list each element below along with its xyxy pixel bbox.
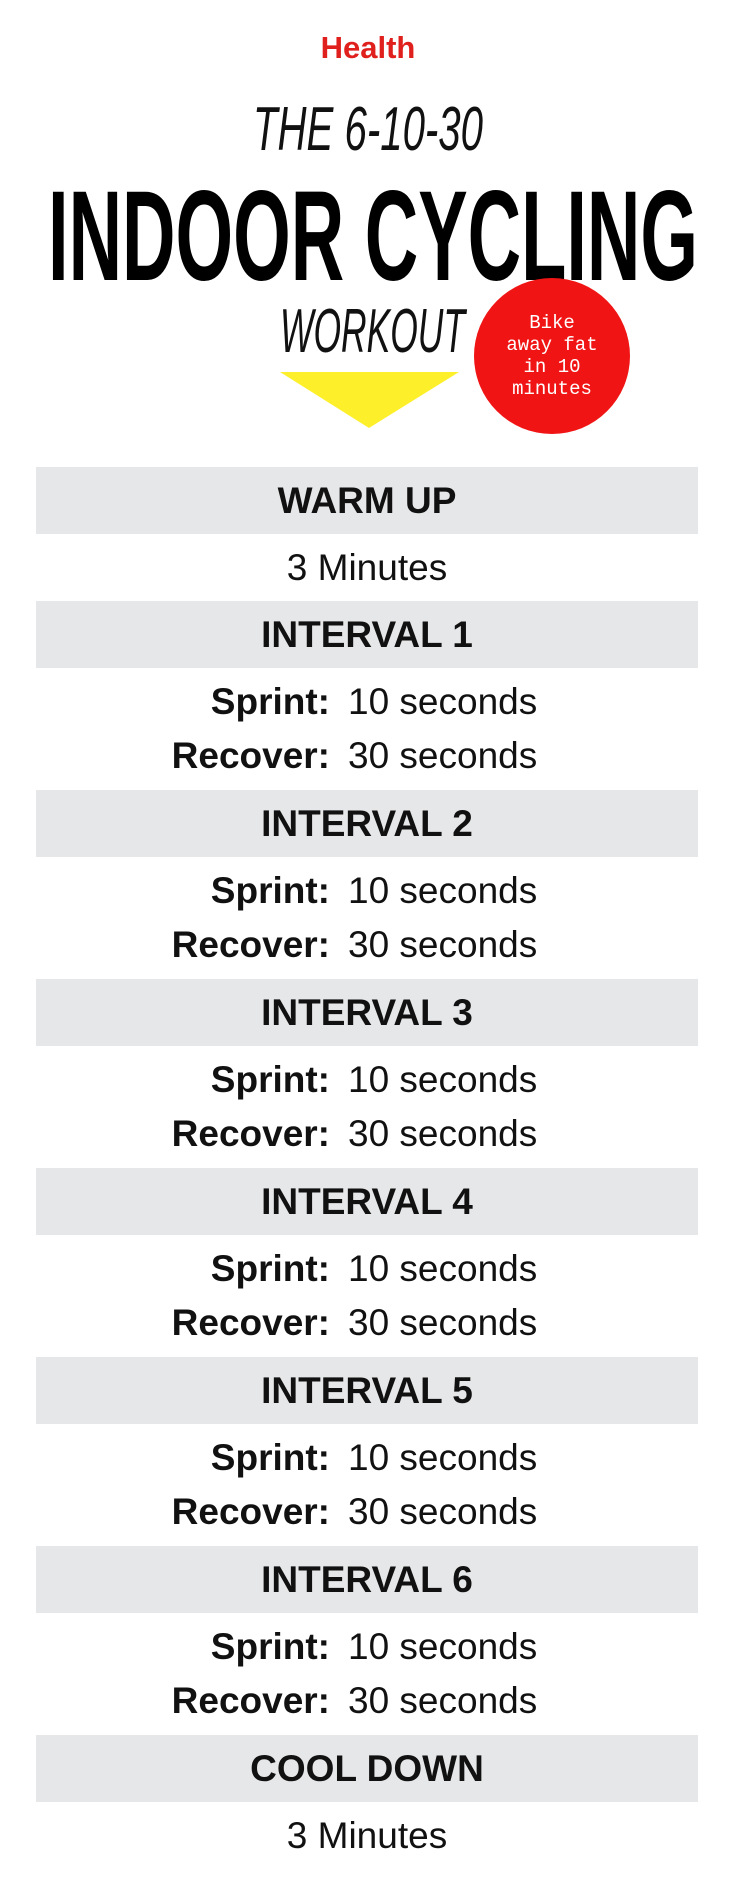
step: Sprint: 10 seconds <box>36 864 698 918</box>
step: Recover: 30 seconds <box>36 729 698 783</box>
step-duration: 10 seconds <box>348 870 538 911</box>
section-body: Sprint: 10 seconds Recover: 30 seconds <box>36 1424 698 1546</box>
step-label: Sprint: <box>210 1059 330 1100</box>
brand: Health <box>321 30 416 65</box>
section-heading: INTERVAL 1 <box>36 601 698 668</box>
step-label: Sprint: <box>210 1248 330 1289</box>
step-duration: 10 seconds <box>348 1059 538 1100</box>
step-duration: 10 seconds <box>348 1437 538 1478</box>
duration: 3 Minutes <box>286 1814 448 1856</box>
step-duration: 30 seconds <box>348 1491 538 1532</box>
section-body: Sprint: 10 seconds Recover: 30 seconds <box>36 668 698 790</box>
step-duration: 30 seconds <box>348 1302 538 1343</box>
section-body: Sprint: 10 seconds Recover: 30 seconds <box>36 1613 698 1735</box>
title-bottom: WORKOUT <box>280 297 467 366</box>
section-heading: COOL DOWN <box>36 1735 698 1802</box>
step-duration: 30 seconds <box>348 1113 538 1154</box>
section-heading: INTERVAL 2 <box>36 790 698 857</box>
badge-line: away fat <box>506 334 597 356</box>
step-duration: 30 seconds <box>348 735 538 776</box>
header: Health THE 6-10-30 INDOOR CYCLING WORKOU… <box>48 30 698 434</box>
badge-line: minutes <box>512 378 592 400</box>
badge-line: in 10 <box>523 356 580 378</box>
step-label: Recover: <box>171 924 330 965</box>
step-label: Recover: <box>171 1302 330 1343</box>
step-duration: 10 seconds <box>348 1248 538 1289</box>
step-label: Recover: <box>171 1113 330 1154</box>
step-duration: 10 seconds <box>348 681 538 722</box>
title-top: THE 6-10-30 <box>253 95 483 164</box>
title-main: INDOOR CYCLING <box>48 165 698 308</box>
step-label: Sprint: <box>210 1437 330 1478</box>
step: Recover: 30 seconds <box>36 918 698 972</box>
step-duration: 10 seconds <box>348 1626 538 1667</box>
step-duration: 30 seconds <box>348 1680 538 1721</box>
section-heading: INTERVAL 3 <box>36 979 698 1046</box>
step: Sprint: 10 seconds <box>36 675 698 729</box>
badge-line: Bike <box>529 312 575 334</box>
step: Recover: 30 seconds <box>36 1485 698 1539</box>
step: Recover: 30 seconds <box>36 1674 698 1728</box>
workout-list: WARM UP 3 Minutes INTERVAL 1 Sprint: 10 seco… <box>36 467 698 1869</box>
step-duration: 30 seconds <box>348 924 538 965</box>
step: Sprint: 10 seconds <box>36 1620 698 1674</box>
section-heading: INTERVAL 4 <box>36 1168 698 1235</box>
step: Sprint: 10 seconds <box>36 1242 698 1296</box>
badge-circle <box>474 278 630 434</box>
step: Recover: 30 seconds <box>36 1296 698 1350</box>
section-body: Sprint: 10 seconds Recover: 30 seconds <box>36 1046 698 1168</box>
section-heading: WARM UP <box>36 467 698 534</box>
step-label: Recover: <box>171 1491 330 1532</box>
section-heading: INTERVAL 6 <box>36 1546 698 1613</box>
step-label: Sprint: <box>210 870 330 911</box>
step: Sprint: 10 seconds <box>36 1053 698 1107</box>
step: Recover: 30 seconds <box>36 1107 698 1161</box>
arrow <box>280 372 459 428</box>
step-label: Sprint: <box>210 681 330 722</box>
section-body: Sprint: 10 seconds Recover: 30 seconds <box>36 1235 698 1357</box>
step-label: Sprint: <box>210 1626 330 1667</box>
duration: 3 Minutes <box>286 546 448 588</box>
step-label: Recover: <box>171 1680 330 1721</box>
step-label: Recover: <box>171 735 330 776</box>
section-heading: INTERVAL 5 <box>36 1357 698 1424</box>
step: Sprint: 10 seconds <box>36 1431 698 1485</box>
section-body: Sprint: 10 seconds Recover: 30 seconds <box>36 857 698 979</box>
